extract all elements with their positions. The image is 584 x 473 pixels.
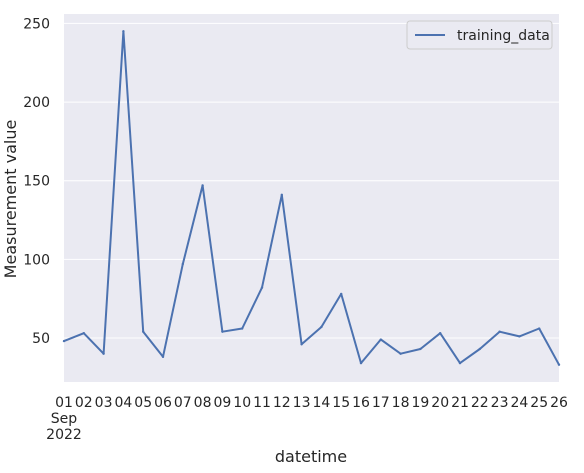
y-tick-label: 100 bbox=[23, 252, 50, 268]
data-point bbox=[359, 361, 363, 365]
data-point bbox=[557, 363, 561, 366]
x-tick-label: 07 bbox=[174, 395, 192, 411]
data-point bbox=[62, 339, 66, 343]
series-line-0 bbox=[63, 30, 560, 366]
x-tick-label: 19 bbox=[411, 395, 429, 411]
data-point bbox=[300, 343, 303, 346]
data-point bbox=[122, 30, 125, 33]
data-point bbox=[518, 335, 521, 338]
x-tick-label: 06 bbox=[154, 395, 172, 411]
x-tick-label: 23 bbox=[491, 395, 509, 411]
data-point bbox=[241, 327, 244, 330]
x-tick-label: 02 bbox=[75, 395, 93, 411]
data-point bbox=[320, 325, 323, 329]
x-tick-label: 26 bbox=[550, 395, 568, 411]
y-axis-title: Measurement value bbox=[1, 120, 20, 279]
x-tick-label: 03 bbox=[95, 395, 113, 411]
x-tick-label: 11 bbox=[253, 395, 271, 411]
data-point bbox=[82, 332, 86, 335]
data-point bbox=[458, 361, 462, 365]
data-point bbox=[439, 332, 442, 335]
x-tick-label: 01 bbox=[55, 395, 73, 411]
series-layer bbox=[62, 30, 561, 366]
y-tick-label: 150 bbox=[23, 174, 50, 190]
data-point bbox=[280, 193, 283, 197]
data-point bbox=[399, 352, 402, 355]
data-point bbox=[260, 286, 264, 289]
y-tick-labels: 50 100 150 200 250 bbox=[23, 16, 50, 347]
x-tick-label: 17 bbox=[372, 395, 390, 411]
x-tick-label: 20 bbox=[431, 395, 449, 411]
x-tick-label: 08 bbox=[194, 395, 212, 411]
plot-area bbox=[64, 14, 559, 382]
x-tick-label: 12 bbox=[273, 395, 291, 411]
x-tick-label: 24 bbox=[510, 395, 528, 411]
x-tick-label: 09 bbox=[213, 395, 231, 411]
x-tick-label: 22 bbox=[471, 395, 489, 411]
legend-label-training-data: training_data bbox=[457, 28, 550, 44]
data-point bbox=[221, 330, 224, 333]
data-point bbox=[379, 338, 382, 341]
gridlines bbox=[64, 22, 559, 339]
x-tick-label: 21 bbox=[451, 395, 469, 411]
x-tick-label: 05 bbox=[134, 395, 152, 411]
x-tick-year-label: 2022 bbox=[46, 427, 82, 443]
data-point bbox=[538, 327, 541, 330]
data-point bbox=[340, 292, 343, 296]
x-tick-label: 04 bbox=[114, 395, 132, 411]
x-tick-month-label: Sep bbox=[51, 411, 78, 427]
x-tick-label: 10 bbox=[233, 395, 251, 411]
legend: training_data bbox=[406, 20, 553, 50]
data-point bbox=[201, 184, 204, 187]
x-tick-label: 15 bbox=[332, 395, 350, 411]
x-tick-labels: 01 02 03 04 05 06 07 08 09 10 11 12 13 14 15 16 17 18 19 20… bbox=[46, 395, 568, 443]
data-point bbox=[161, 355, 165, 359]
data-point bbox=[419, 347, 422, 351]
y-tick-label: 250 bbox=[23, 16, 50, 32]
x-tick-label: 18 bbox=[392, 395, 410, 411]
data-point bbox=[478, 347, 481, 351]
data-point bbox=[498, 330, 501, 333]
x-tick-label: 16 bbox=[352, 395, 370, 411]
data-point bbox=[142, 330, 145, 333]
legend-box bbox=[406, 20, 553, 50]
data-point bbox=[102, 352, 105, 355]
x-tick-label: 25 bbox=[530, 395, 548, 411]
x-axis-title: datetime bbox=[275, 447, 347, 466]
x-tick-label: 14 bbox=[312, 395, 330, 411]
data-point bbox=[181, 262, 184, 266]
x-tick-label: 13 bbox=[293, 395, 311, 411]
y-tick-label: 200 bbox=[23, 95, 50, 111]
y-tick-label: 50 bbox=[32, 331, 50, 347]
